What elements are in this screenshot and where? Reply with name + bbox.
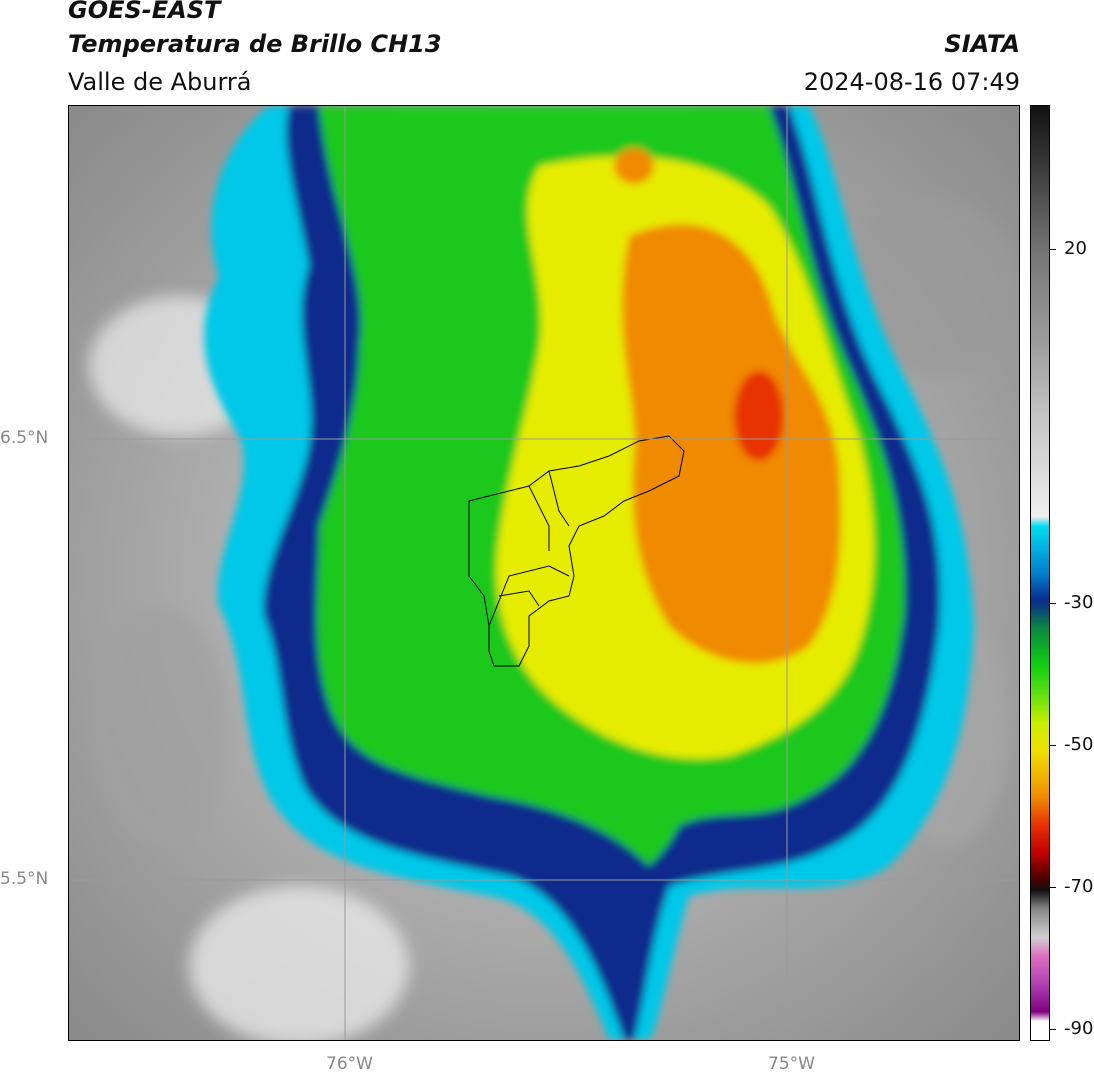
satellite-title: GOES-EAST [68,0,221,24]
lat-label-6-5: 6.5°N [0,428,49,448]
cloud-system [204,106,974,1040]
colorbar-tick-minus90 [1050,1029,1056,1030]
colorbar-tick-minus30 [1050,603,1056,604]
cloud-core-red [734,371,784,461]
cloud-small-core [614,148,654,184]
timestamp-label: 2024-08-16 07:49 [803,68,1020,96]
lon-label-76w: 76°W [326,1054,373,1074]
colorbar-label-20: 20 [1064,238,1087,259]
valle-aburra-boundary [468,435,685,667]
temperature-colorbar [1030,105,1050,1041]
colorbar-tick-minus50 [1050,745,1056,746]
region-label: Valle de Aburrá [68,68,252,96]
organization-label: SIATA [944,30,1020,58]
graticule [69,106,1019,1040]
lon-label-75w: 75°W [768,1054,815,1074]
colorbar-label-minus30: -30 [1064,592,1094,613]
satellite-map[interactable] [68,105,1020,1041]
colorbar-tick-minus70 [1050,887,1056,888]
colorbar-label-minus70: -70 [1064,876,1094,897]
colorbar-tick-20 [1050,249,1056,250]
product-title: Temperatura de Brillo CH13 [68,30,442,58]
cloud-orange [622,224,841,664]
lat-label-5-5: 5.5°N [0,869,49,889]
colorbar-label-minus90: -90 [1064,1018,1094,1039]
colorbar-label-minus50: -50 [1064,734,1094,755]
